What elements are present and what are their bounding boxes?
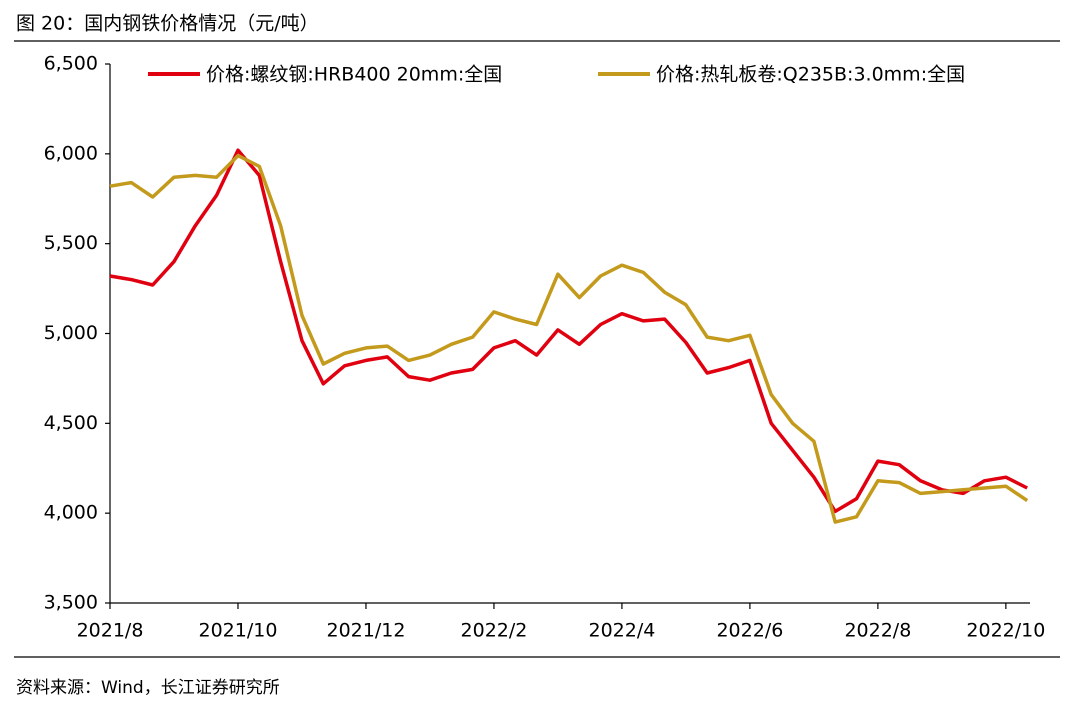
source: 资料来源：Wind，长江证券研究所 (16, 678, 280, 698)
y-tick-label: 4,000 (44, 502, 98, 524)
line-series (109, 148, 1028, 514)
y-tick-label: 6,000 (44, 142, 98, 164)
x-tick-label: 2022/4 (588, 620, 655, 642)
x-tick-label: 2022/8 (844, 620, 911, 642)
y-tick-label: 4,500 (44, 412, 98, 434)
y-tick-label: 5,000 (44, 322, 98, 344)
y-tick-label: 5,500 (44, 232, 98, 254)
chart-title: 图 20：国内钢铁价格情况（元/吨） (16, 13, 319, 35)
line-series (109, 153, 1029, 524)
legend-label: 价格:螺纹钢:HRB400 20mm:全国 (206, 64, 502, 86)
x-tick-label: 2022/6 (716, 620, 783, 642)
y-tick-label: 3,500 (44, 592, 98, 614)
x-tick-label: 2021/12 (326, 620, 405, 642)
x-tick-label: 2022/2 (461, 620, 528, 642)
y-tick-label: 6,500 (44, 53, 98, 75)
x-tick-label: 2022/10 (966, 620, 1045, 642)
x-tick-label: 2021/8 (77, 620, 144, 642)
x-tick-label: 2021/10 (199, 620, 278, 642)
legend-label: 价格:热轧板卷:Q235B:3.0mm:全国 (656, 64, 965, 86)
